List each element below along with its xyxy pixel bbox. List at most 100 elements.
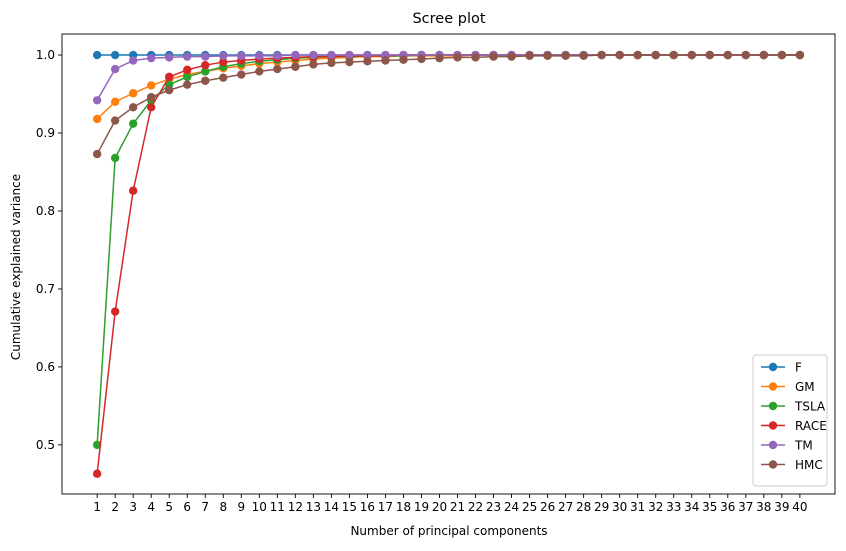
- x-tick-label: 28: [576, 500, 591, 514]
- data-point: [633, 50, 642, 60]
- data-point: [759, 50, 769, 60]
- x-tick-label: 39: [774, 500, 789, 514]
- data-point: [110, 116, 120, 125]
- legend-label: F: [795, 361, 802, 375]
- x-tick-label: 2: [111, 500, 119, 514]
- data-point: [183, 80, 192, 89]
- x-tick-label: 37: [738, 500, 753, 514]
- data-point: [489, 52, 498, 61]
- data-point: [146, 81, 156, 90]
- x-tick-label: 5: [165, 500, 173, 514]
- x-tick-label: 10: [252, 500, 267, 514]
- legend-label: TM: [794, 439, 813, 453]
- data-point: [110, 153, 120, 163]
- data-point: [183, 72, 192, 82]
- x-tick-label: 7: [201, 500, 209, 514]
- data-point: [525, 51, 534, 61]
- data-point: [110, 50, 120, 60]
- data-point: [363, 50, 372, 60]
- series-line: [96, 54, 800, 445]
- data-point: [165, 72, 174, 82]
- y-axis: 0.5 0.6 0.7 0.8 0.9 1.0: [36, 48, 62, 452]
- x-tick-label: 33: [666, 500, 681, 514]
- data-point: [201, 67, 210, 76]
- x-tick-label: 31: [630, 500, 645, 514]
- y-tick-label: 0.5: [36, 438, 55, 452]
- data-point: [435, 53, 444, 63]
- data-point: [327, 58, 336, 68]
- data-point: [128, 89, 138, 98]
- data-point: [327, 50, 336, 60]
- series-line: [96, 54, 800, 155]
- plot-area: [61, 33, 836, 495]
- series-tsla: [92, 50, 805, 450]
- data-point: [723, 50, 732, 60]
- data-point: [399, 55, 408, 64]
- data-point: [255, 51, 264, 61]
- legend-entry: TM: [761, 439, 813, 453]
- data-point: [219, 73, 228, 82]
- legend-marker: [768, 440, 778, 450]
- x-tick-label: 22: [468, 500, 483, 514]
- x-tick-label: 12: [288, 500, 303, 514]
- data-point: [669, 50, 678, 60]
- x-tick-label: 36: [720, 500, 735, 514]
- x-tick-label: 26: [540, 500, 555, 514]
- x-tick-label: 6: [183, 500, 191, 514]
- legend-marker: [768, 460, 778, 469]
- data-point: [309, 60, 318, 69]
- data-point: [110, 97, 120, 107]
- legend-entry: F: [761, 361, 802, 375]
- legend-marker: [768, 362, 778, 372]
- y-tick-label: 0.7: [36, 282, 55, 296]
- data-point: [183, 65, 192, 75]
- data-point: [453, 53, 462, 62]
- data-point: [237, 51, 246, 61]
- data-point: [777, 50, 787, 60]
- chart-title: Scree plot: [412, 11, 485, 27]
- data-point: [291, 62, 300, 71]
- x-axis: 1 2 3 4 5 6 7 8 9 10 11 12 13 14 15 16 17 18 19 20 21 22 23 24 2…: [93, 494, 808, 514]
- x-tick-label: 15: [342, 500, 357, 514]
- data-point: [92, 114, 102, 124]
- data-point: [363, 57, 372, 66]
- legend-entry: HMC: [761, 458, 823, 472]
- series-line: [96, 54, 800, 474]
- x-tick-label: 21: [450, 500, 465, 514]
- data-point: [146, 103, 156, 112]
- x-tick-label: 9: [237, 500, 245, 514]
- data-point: [579, 51, 588, 61]
- legend-entry: RACE: [761, 419, 827, 433]
- data-point: [687, 50, 696, 60]
- data-point: [110, 307, 120, 316]
- x-tick-label: 23: [486, 500, 501, 514]
- data-point: [165, 53, 174, 62]
- data-point: [345, 57, 354, 67]
- x-tick-label: 16: [360, 500, 375, 514]
- data-point: [165, 85, 174, 95]
- data-point: [705, 50, 714, 60]
- data-point: [471, 53, 480, 62]
- data-point: [255, 67, 264, 76]
- series-tm: [92, 50, 805, 105]
- data-point: [237, 70, 246, 79]
- data-point: [381, 56, 390, 65]
- x-tick-label: 3: [129, 500, 137, 514]
- data-point: [273, 51, 282, 61]
- data-point: [128, 103, 138, 112]
- x-tick-label: 32: [648, 500, 663, 514]
- data-point: [92, 50, 102, 60]
- x-tick-label: 25: [522, 500, 537, 514]
- x-tick-label: 11: [270, 500, 285, 514]
- data-point: [417, 54, 426, 64]
- data-point: [597, 50, 606, 60]
- data-point: [183, 52, 192, 61]
- data-point: [128, 186, 138, 195]
- data-point: [651, 50, 660, 60]
- data-point: [92, 440, 102, 450]
- series-gm: [92, 50, 805, 124]
- x-axis-label: Number of principal components: [350, 524, 547, 538]
- x-tick-label: 4: [147, 500, 155, 514]
- data-point: [273, 64, 282, 74]
- x-tick-label: 8: [219, 500, 227, 514]
